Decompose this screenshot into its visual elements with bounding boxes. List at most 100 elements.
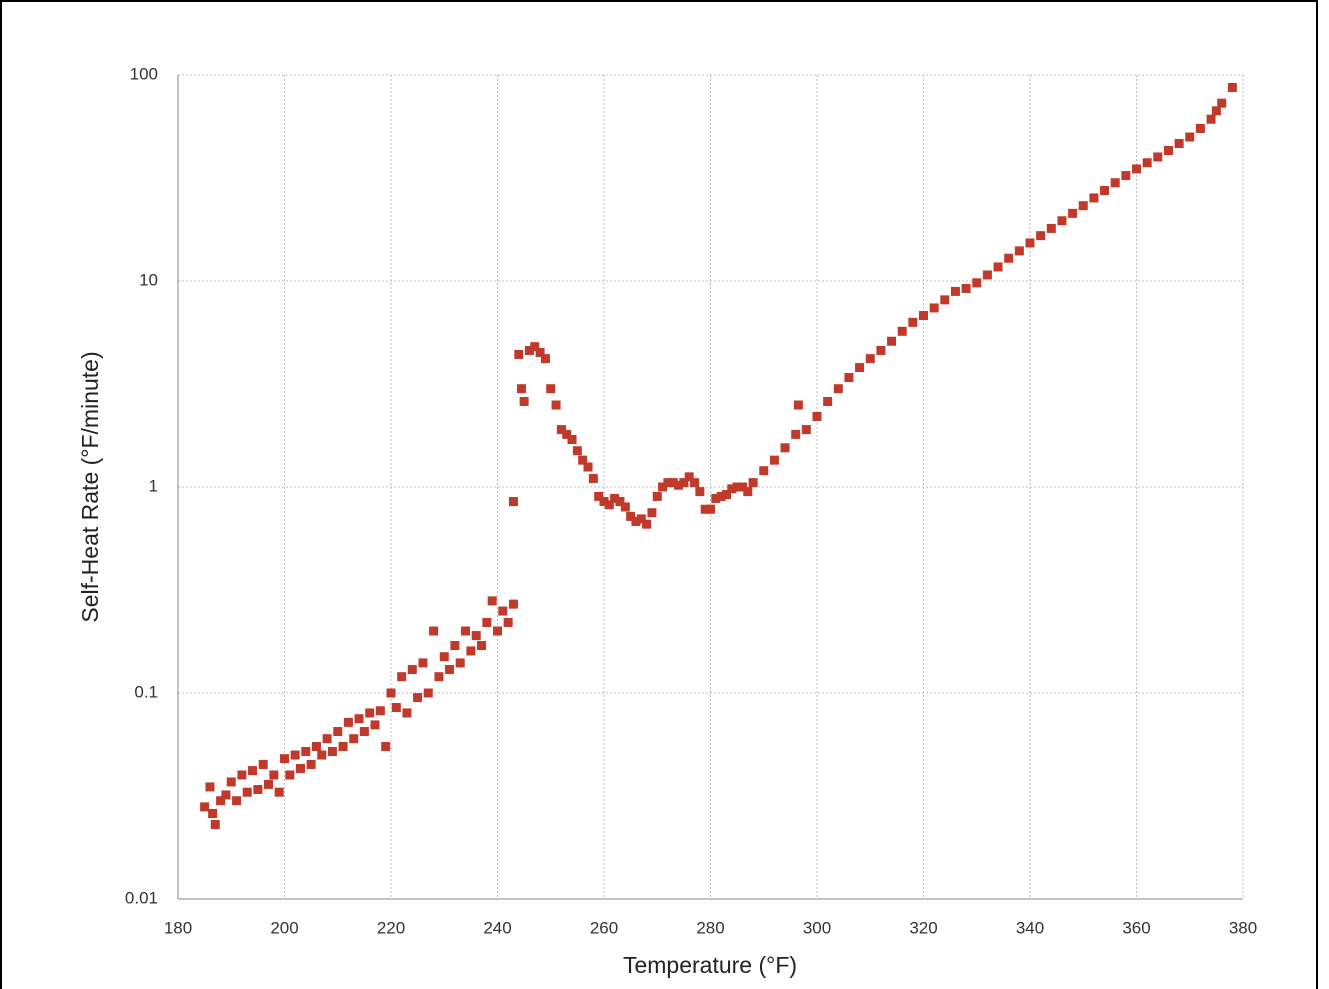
point bbox=[982, 270, 992, 280]
point bbox=[551, 400, 561, 410]
point bbox=[477, 641, 487, 651]
point bbox=[1110, 178, 1120, 188]
point bbox=[434, 672, 444, 682]
point bbox=[865, 354, 875, 364]
point bbox=[919, 311, 928, 321]
point bbox=[524, 345, 534, 355]
point bbox=[530, 342, 540, 352]
point bbox=[1025, 238, 1035, 248]
point bbox=[1153, 152, 1163, 162]
point bbox=[1185, 132, 1195, 142]
point bbox=[631, 517, 641, 527]
point bbox=[1132, 164, 1141, 174]
y-tick-label: 100 bbox=[130, 64, 158, 83]
point bbox=[620, 502, 630, 512]
point bbox=[711, 493, 721, 503]
point bbox=[636, 514, 646, 524]
point bbox=[253, 785, 263, 795]
x-tick-label: 360 bbox=[1122, 918, 1150, 937]
point bbox=[200, 802, 210, 812]
point bbox=[769, 455, 779, 465]
point bbox=[615, 497, 625, 507]
point bbox=[663, 478, 673, 488]
point bbox=[1163, 146, 1173, 156]
point bbox=[221, 790, 231, 800]
x-tick-label: 200 bbox=[270, 918, 298, 937]
point bbox=[258, 759, 268, 769]
point bbox=[264, 779, 274, 789]
x-tick-label: 380 bbox=[1229, 918, 1257, 937]
point bbox=[793, 400, 803, 410]
point bbox=[993, 262, 1003, 272]
point bbox=[1004, 253, 1014, 263]
point bbox=[668, 478, 678, 488]
point bbox=[370, 720, 380, 730]
point bbox=[690, 478, 700, 488]
point bbox=[338, 741, 348, 751]
point bbox=[519, 397, 529, 407]
point bbox=[721, 489, 731, 499]
point bbox=[823, 397, 833, 407]
x-tick-label: 180 bbox=[164, 918, 192, 937]
point bbox=[876, 345, 886, 355]
y-axis-title: Self-Heat Rate (°F/minute) bbox=[77, 351, 103, 622]
point bbox=[450, 641, 460, 651]
point bbox=[508, 599, 518, 609]
point bbox=[514, 349, 524, 359]
point bbox=[801, 425, 811, 435]
point bbox=[311, 741, 321, 751]
point bbox=[1068, 208, 1078, 218]
point bbox=[812, 411, 822, 421]
point bbox=[1057, 216, 1067, 226]
point bbox=[1121, 171, 1131, 181]
point bbox=[455, 658, 465, 668]
point bbox=[540, 354, 550, 364]
point bbox=[562, 429, 572, 439]
point bbox=[908, 317, 918, 327]
point bbox=[407, 665, 417, 675]
point bbox=[306, 759, 316, 769]
point bbox=[381, 741, 391, 751]
point bbox=[737, 482, 747, 492]
point bbox=[365, 708, 375, 718]
point bbox=[588, 473, 598, 483]
point bbox=[972, 278, 982, 288]
point bbox=[833, 384, 843, 394]
point bbox=[386, 688, 396, 698]
point bbox=[679, 478, 689, 488]
point bbox=[1227, 82, 1237, 92]
point bbox=[1078, 201, 1088, 211]
point bbox=[583, 462, 593, 472]
point bbox=[493, 626, 502, 636]
x-tick-label: 340 bbox=[1016, 918, 1044, 937]
x-tick-label: 220 bbox=[377, 918, 405, 937]
point bbox=[780, 443, 790, 453]
point bbox=[684, 472, 694, 482]
point bbox=[1211, 106, 1221, 116]
point bbox=[1100, 185, 1110, 195]
point bbox=[1089, 193, 1099, 203]
point bbox=[413, 693, 423, 703]
point bbox=[269, 770, 279, 780]
point bbox=[232, 796, 242, 806]
point bbox=[205, 782, 215, 792]
x-tick-label: 280 bbox=[696, 918, 724, 937]
point bbox=[695, 487, 705, 497]
point bbox=[391, 703, 401, 713]
point bbox=[535, 347, 545, 357]
point bbox=[572, 446, 582, 456]
point bbox=[295, 764, 305, 774]
point bbox=[1217, 98, 1227, 108]
point bbox=[556, 425, 566, 435]
point bbox=[397, 672, 407, 682]
y-tick-label: 10 bbox=[139, 270, 158, 289]
point bbox=[210, 819, 220, 829]
point bbox=[423, 688, 433, 698]
point bbox=[343, 717, 353, 727]
point bbox=[429, 626, 439, 636]
y-tick-label: 0.01 bbox=[125, 888, 158, 907]
point bbox=[208, 809, 218, 819]
point bbox=[647, 508, 657, 518]
point bbox=[482, 617, 492, 627]
